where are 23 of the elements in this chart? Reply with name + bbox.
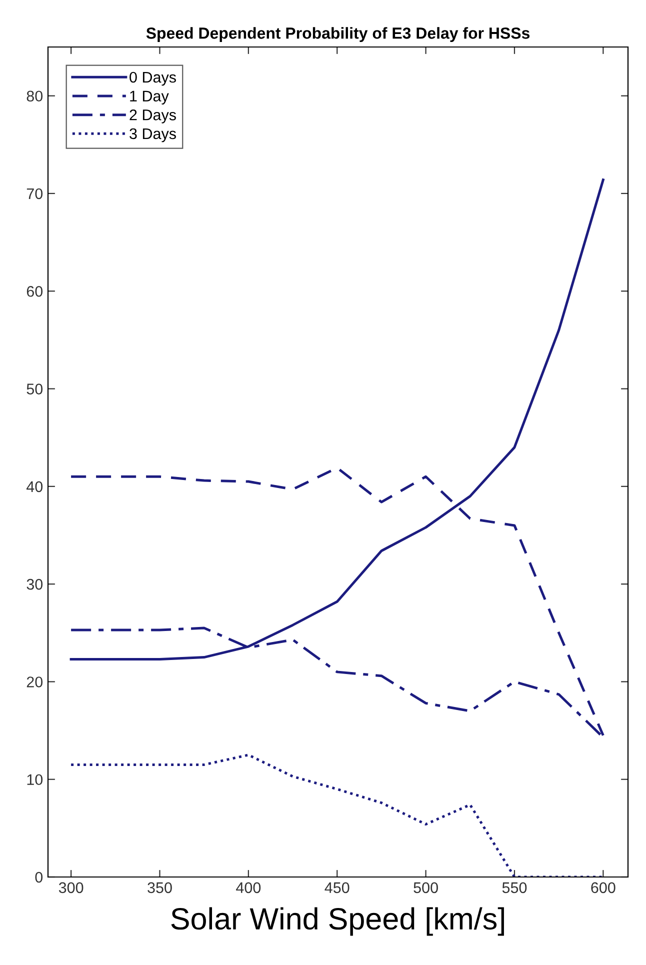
y-tick-label: 40 [26, 481, 43, 492]
x-tick-label: 550 [502, 882, 527, 894]
y-tick-label: 0 [35, 872, 43, 883]
y-tick-label: 20 [26, 676, 43, 688]
legend-label: 2 Days [130, 110, 176, 124]
y-tick-label: 10 [27, 774, 43, 786]
x-tick-label: 500 [414, 882, 438, 894]
legend-label: 3 Days [130, 128, 176, 142]
x-tick-label: 450 [324, 882, 350, 894]
x-tick-label: 350 [148, 882, 172, 894]
legend-label: 1 Day [130, 90, 169, 105]
line-series [70, 754, 604, 877]
y-tick-label: 70 [26, 188, 43, 200]
x-axis-title: Solar Wind Speed [km/s] [171, 907, 504, 936]
chart-title: Speed Dependent Probability of E3 Delay for HSSs [146, 27, 530, 42]
y-tick-label: 60 [26, 286, 43, 297]
legend-label: 0 Days [130, 72, 176, 86]
y-tick-label: 80 [26, 90, 43, 102]
x-tick-label: 600 [591, 882, 616, 894]
y-tick-label: 30 [26, 578, 43, 590]
y-tick-label: 50 [26, 384, 43, 394]
x-tick-label: 400 [236, 882, 261, 894]
x-tick-label: 300 [58, 882, 84, 894]
